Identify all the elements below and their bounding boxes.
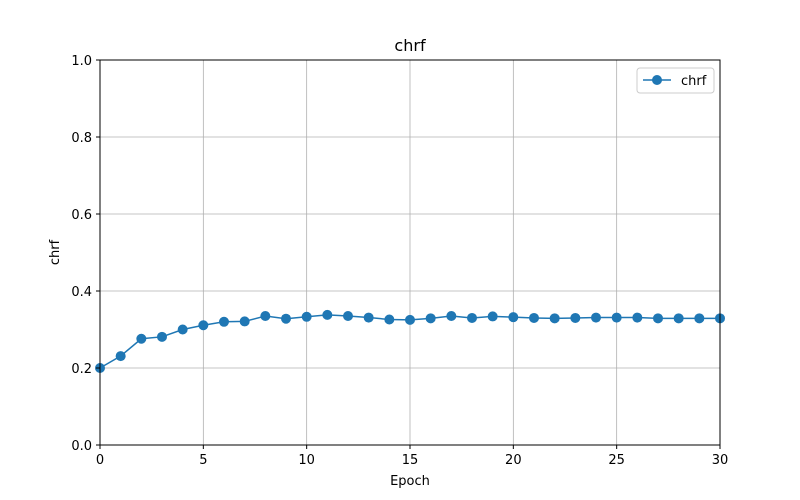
x-tick-label: 15	[402, 453, 419, 468]
data-point-chrf	[570, 312, 581, 323]
data-point-chrf	[487, 311, 498, 322]
x-tick-label: 20	[505, 453, 522, 468]
data-point-chrf	[281, 313, 291, 324]
data-point-chrf	[673, 313, 684, 324]
data-point-chrf	[198, 320, 209, 331]
data-point-chrf	[467, 312, 477, 323]
data-point-chrf	[343, 311, 353, 322]
y-tick-label: 0.2	[71, 362, 92, 377]
y-axis-label: chrf	[48, 239, 63, 265]
data-point-chrf	[405, 314, 415, 325]
x-tick-label: 0	[96, 453, 104, 468]
data-point-chrf	[549, 313, 560, 324]
x-axis-label: Epoch	[390, 474, 430, 489]
x-tick-label: 10	[298, 453, 315, 468]
y-tick-label: 1.0	[71, 54, 92, 69]
data-point-chrf	[157, 331, 167, 342]
data-point-chrf	[529, 312, 539, 323]
y-tick-label: 0.6	[71, 208, 92, 223]
data-point-chrf	[115, 351, 126, 362]
legend: chrf	[636, 67, 715, 94]
y-tick-label: 0.4	[71, 285, 92, 300]
x-tick-label: 30	[712, 453, 729, 468]
data-point-chrf	[322, 309, 333, 320]
legend-box	[636, 67, 715, 94]
data-point-chrf	[446, 311, 457, 322]
x-tick-label: 5	[199, 453, 207, 468]
data-point-chrf	[301, 311, 312, 322]
data-point-chrf	[591, 312, 601, 323]
data-point-chrf	[653, 313, 663, 324]
y-tick-label: 0.8	[71, 131, 92, 146]
y-axis-ticks: 0.0 0.2 0.4 0.6 0.8 1.0	[71, 54, 100, 454]
x-tick-label: 25	[608, 453, 625, 468]
data-point-chrf	[363, 312, 374, 323]
series-layer	[95, 309, 725, 373]
data-point-chrf	[425, 313, 436, 324]
data-point-chrf	[384, 314, 395, 325]
chart-title: chrf	[394, 36, 426, 55]
y-tick-label: 0.0	[71, 439, 92, 454]
data-point-chrf	[219, 316, 229, 327]
data-point-chrf	[508, 312, 519, 323]
legend-label-chrf: chrf	[681, 74, 707, 89]
x-axis-ticks: 0 5 10 15 20 25 30	[96, 445, 728, 468]
data-point-chrf	[611, 312, 622, 323]
data-point-chrf	[694, 313, 705, 324]
data-point-chrf	[239, 316, 250, 327]
data-point-chrf	[632, 312, 643, 323]
data-point-chrf	[136, 333, 147, 344]
legend-marker-chrf	[652, 75, 662, 85]
data-point-chrf	[260, 311, 271, 322]
data-point-chrf	[177, 324, 188, 335]
